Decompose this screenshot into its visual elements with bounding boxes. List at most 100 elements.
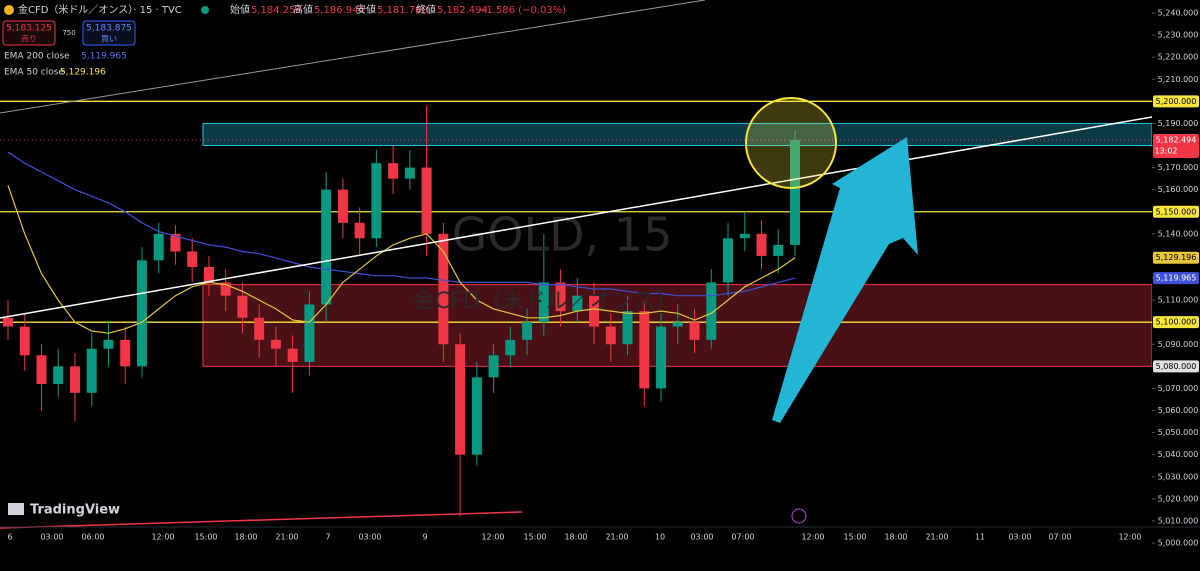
candle-body — [471, 377, 482, 455]
candle-body — [438, 233, 449, 345]
candle-body — [639, 311, 650, 389]
y-tick-label: 5,230.000 — [1158, 31, 1199, 40]
x-tick-label: 12:00 — [1118, 533, 1141, 542]
trend-line — [0, 116, 1153, 319]
zone — [202, 284, 1153, 367]
candle-body — [756, 233, 767, 256]
y-tick-label: 5,000.000 — [1158, 539, 1199, 548]
sell-label: 売り — [21, 34, 37, 44]
indicator-value: 5,129.196 — [60, 68, 106, 78]
symbol: 金CFD（米ドル／オンス）· 15 · TVC — [18, 3, 182, 16]
candle-body — [287, 348, 298, 362]
y-tick-label: 5,060.000 — [1158, 406, 1199, 415]
price-tag-label: 5,129.196 — [1156, 253, 1197, 262]
candle-body — [706, 282, 717, 340]
candle-body — [237, 295, 248, 318]
x-tick-label: 07:00 — [1048, 533, 1071, 542]
x-tick-label: 15:00 — [843, 533, 866, 542]
y-tick-label: 5,040.000 — [1158, 450, 1199, 459]
price-tag — [1153, 272, 1199, 285]
candle-body — [555, 282, 566, 312]
x-tick-label: 12:00 — [151, 533, 174, 542]
x-tick-label: 21:00 — [605, 533, 628, 542]
indicator-value: 5,119.965 — [81, 52, 127, 62]
candle-body — [86, 348, 97, 393]
y-tick-label: 5,030.000 — [1158, 472, 1199, 481]
sell-price: 5,183.125 — [6, 24, 52, 34]
buy-label: 買い — [101, 35, 117, 44]
x-tick-label: 21:00 — [275, 533, 298, 542]
x-tick-label: 03:00 — [690, 533, 713, 542]
y-tick-label: 5,010.000 — [1158, 516, 1199, 525]
open-value: 5,184.254 — [251, 5, 302, 16]
price-tag-label: 5,200.000 — [1156, 97, 1197, 106]
event-icon[interactable] — [791, 508, 807, 524]
y-tick-label: 5,020.000 — [1158, 494, 1199, 503]
candle-body — [187, 251, 198, 267]
close-value: 5,182.494 — [437, 5, 488, 16]
price-tag — [1153, 360, 1199, 373]
candle-body — [605, 326, 616, 345]
candle-body — [304, 304, 315, 362]
x-tick-label: 18:00 — [564, 533, 587, 542]
candle-body — [354, 222, 365, 239]
candle-body — [203, 266, 214, 283]
watermark-subtitle: 金CFD（米ドル／オンス） — [413, 289, 678, 314]
price-tag — [1153, 251, 1199, 264]
candle-body — [656, 326, 667, 389]
candle-body — [572, 295, 583, 312]
y-tick-label: 5,240.000 — [1158, 9, 1199, 18]
last-price: 5,182.494 — [1156, 135, 1197, 144]
candle-body — [69, 366, 80, 393]
last-price-tag — [1153, 133, 1199, 158]
candle-body — [254, 317, 265, 340]
candle-body — [36, 355, 47, 384]
indicator-name: EMA 200 close — [4, 52, 70, 62]
watermark-title: GOLD, 15 — [452, 208, 673, 262]
candle-body — [404, 167, 415, 179]
plot — [0, 100, 1153, 517]
y-tick-label: 5,090.000 — [1158, 340, 1199, 349]
sell-button[interactable] — [2, 20, 56, 46]
candle-body — [522, 322, 533, 340]
y-tick-label: 5,140.000 — [1158, 229, 1199, 238]
buy-button[interactable] — [82, 20, 136, 46]
candle-body — [337, 189, 348, 223]
brand-logo — [8, 503, 24, 515]
candle-body — [321, 189, 332, 305]
symbol-icon — [4, 5, 14, 15]
arrow — [772, 137, 918, 423]
x-tick-label: 9 — [422, 533, 427, 542]
trend-line-upper — [0, 0, 706, 114]
candle-body — [689, 322, 700, 340]
y-tick-label: 5,110.000 — [1158, 296, 1199, 305]
x-tick-label: 21:00 — [925, 533, 948, 542]
candle-body — [103, 339, 114, 349]
open-label: 始値 — [230, 3, 250, 16]
close-label: 終値 — [416, 3, 436, 16]
candle-body — [455, 344, 466, 455]
x-tick-label: 12:00 — [481, 533, 504, 542]
highlight-circle — [745, 97, 837, 189]
candle-body — [388, 163, 399, 179]
y-tick-label: 5,070.000 — [1158, 384, 1199, 393]
candle-body — [773, 244, 784, 256]
x-tick-label: 18:00 — [234, 533, 257, 542]
candle-body — [170, 233, 181, 252]
x-tick-label: 03:00 — [1008, 533, 1031, 542]
x-tick-label: 18:00 — [884, 533, 907, 542]
candle-body — [120, 339, 131, 367]
candle-body — [136, 260, 147, 367]
price-axis — [1152, 0, 1200, 571]
y-tick-label: 5,210.000 — [1158, 75, 1199, 84]
candle-body — [672, 322, 683, 327]
x-tick-label: 15:00 — [523, 533, 546, 542]
candle-body — [723, 238, 734, 283]
candle-body — [270, 339, 281, 349]
brand: TradingView — [30, 503, 120, 518]
indicator-name: EMA 50 close — [4, 68, 64, 78]
x-tick-label: 12:00 — [801, 533, 824, 542]
